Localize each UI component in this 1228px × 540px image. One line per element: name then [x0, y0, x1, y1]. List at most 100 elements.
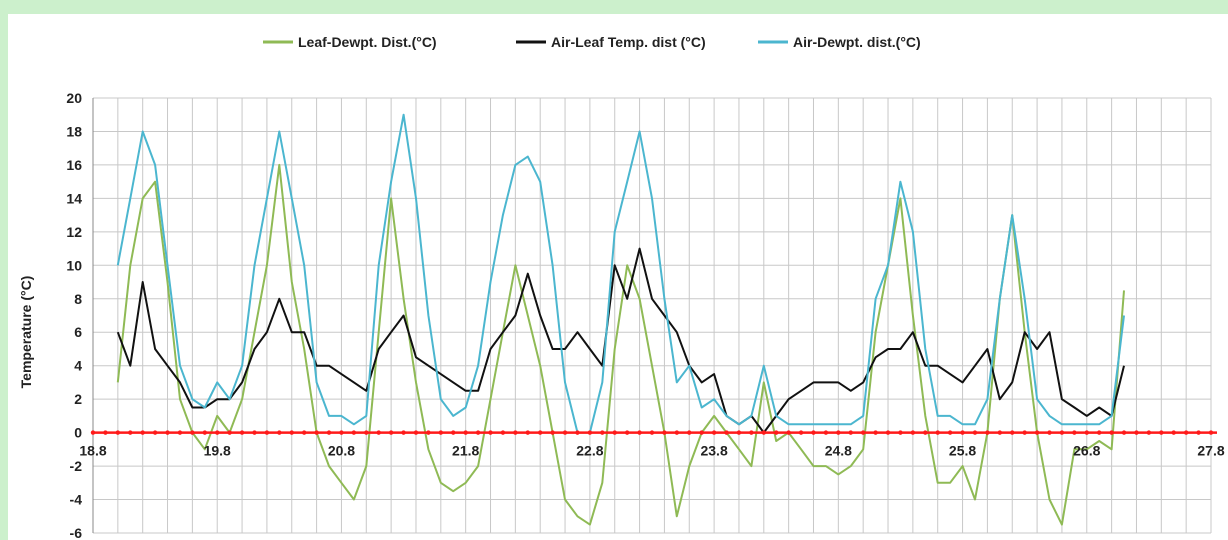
x-tick-label: 19.8 [204, 443, 231, 459]
y-tick-label: -4 [70, 492, 83, 508]
zero-line-marker [451, 430, 456, 435]
legend-label-2: Air-Leaf Temp. dist (°C) [551, 34, 706, 50]
zero-line-marker [1047, 430, 1052, 435]
zero-line-marker [115, 430, 121, 435]
zero-line-marker [600, 430, 605, 435]
y-tick-label: 16 [66, 157, 82, 173]
zero-line-marker [1183, 430, 1189, 435]
zero-line-marker [215, 430, 220, 435]
y-tick-label: 8 [74, 291, 82, 307]
zero-line-marker [923, 430, 928, 435]
zero-line-marker [774, 430, 779, 435]
zero-line-marker [587, 430, 593, 435]
zero-line-marker [687, 430, 692, 435]
zero-line-marker [885, 430, 891, 435]
zero-line-marker [165, 430, 170, 435]
zero-line-marker [749, 430, 754, 435]
zero-line-marker [972, 430, 978, 435]
zero-line-marker [1084, 430, 1089, 435]
zero-line-marker [289, 430, 294, 435]
zero-line-marker [848, 430, 853, 435]
y-tick-label: 14 [66, 190, 82, 206]
y-tick-label: 0 [74, 425, 82, 441]
x-tick-label: 26.8 [1073, 443, 1100, 459]
chart-frame: Leaf-Dewpt. Dist.(°C) Air-Leaf Temp. dist… [8, 14, 1228, 540]
x-tick-label: 23.8 [700, 443, 727, 459]
series-line-2 [116, 247, 1125, 434]
zero-line-marker [364, 430, 369, 435]
x-tick-label: 21.8 [452, 443, 479, 459]
zero-line-marker [562, 430, 568, 435]
x-tick-label: 18.8 [79, 443, 106, 459]
zero-line-marker [699, 430, 704, 435]
y-axis-title: Temperature (°C) [18, 276, 34, 389]
tick-labels: -6 -4 -2 0 2 4 6 8 10 12 14 16 18 20 18.8 19.8 20.8 21.8 2… [66, 90, 1224, 540]
zero-line-marker [798, 430, 804, 435]
zero-line-marker [1121, 430, 1127, 435]
zero-line-marker [649, 430, 655, 435]
zero-line-marker [997, 430, 1003, 435]
y-tick-label: 2 [74, 391, 82, 407]
x-tick-label: 24.8 [825, 443, 852, 459]
zero-line-marker [475, 430, 481, 435]
y-tick-label: -6 [70, 525, 83, 540]
zero-line-marker [612, 430, 617, 435]
x-tick-label: 20.8 [328, 443, 355, 459]
zero-line-marker [1109, 430, 1114, 435]
y-tick-label: 6 [74, 324, 82, 340]
zero-line-marker [947, 430, 953, 435]
zero-line-marker [488, 430, 493, 435]
zero-line-marker [513, 430, 518, 435]
zero-line-marker [1146, 430, 1152, 435]
x-tick-label: 22.8 [576, 443, 603, 459]
zero-line-marker [1097, 430, 1102, 435]
zero-line-marker [239, 430, 245, 435]
zero-line-marker [1159, 430, 1164, 435]
y-tick-label: 12 [66, 224, 82, 240]
zero-line-marker [1134, 430, 1139, 435]
zero-line-marker [103, 430, 108, 435]
zero-line-marker [500, 430, 506, 435]
zero-line-marker [128, 430, 133, 435]
zero-line-marker [202, 430, 207, 435]
zero-line-marker [985, 430, 990, 435]
zero-line-marker [152, 430, 158, 435]
zero-line-marker [1022, 430, 1027, 435]
zero-line-marker [388, 430, 394, 435]
zero-line-marker [190, 430, 195, 435]
zero-line-marker [463, 430, 468, 435]
zero-line-marker [550, 430, 555, 435]
zero-line-marker [724, 430, 729, 435]
zero-line-marker [662, 430, 667, 435]
x-tick-label: 27.8 [1197, 443, 1224, 459]
y-tick-label: -2 [70, 458, 83, 474]
zero-line-marker [1059, 430, 1065, 435]
zero-line-marker [140, 430, 145, 435]
zero-line-marker [177, 430, 183, 435]
zero-line-marker [314, 430, 319, 435]
y-tick-label: 10 [66, 257, 82, 273]
zero-line-marker [438, 430, 444, 435]
zero-line-marker [525, 430, 530, 435]
zero-line-marker [873, 430, 878, 435]
zero-line-marker [277, 430, 282, 435]
series-line-3 [116, 113, 1125, 434]
zero-line-marker [935, 430, 940, 435]
zero-line-marker [413, 430, 419, 435]
zero-line-marker [786, 430, 791, 435]
zero-line-marker [674, 430, 680, 435]
zero-line-marker [1010, 430, 1015, 435]
zero-line-marker [811, 430, 816, 435]
zero-line-marker [711, 430, 717, 435]
x-tick-label: 25.8 [949, 443, 976, 459]
zero-line-marker [1208, 430, 1214, 435]
zero-line-marker [637, 430, 642, 435]
y-tick-label: 18 [66, 123, 82, 139]
zero-line-marker [1072, 430, 1077, 435]
series-line-1 [116, 163, 1125, 526]
zero-line-marker [376, 430, 381, 435]
zero-line-marker [960, 430, 965, 435]
zero-line-marker [1196, 430, 1201, 435]
zero-line-marker [252, 430, 257, 435]
y-tick-label: 4 [74, 358, 82, 374]
